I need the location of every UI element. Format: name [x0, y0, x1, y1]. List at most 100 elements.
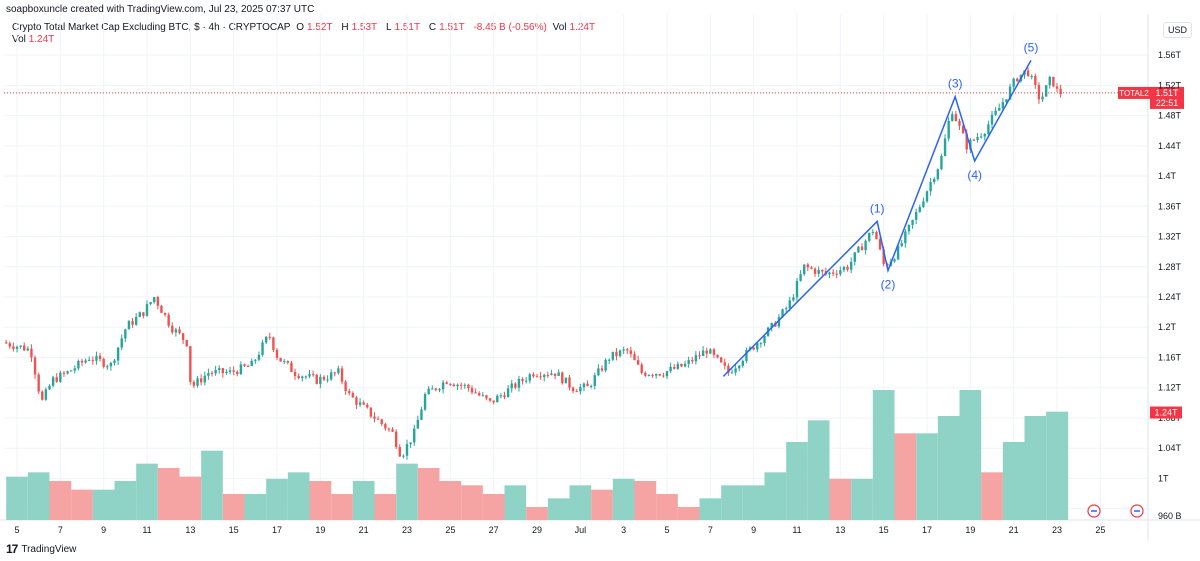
candle-body [911, 219, 914, 225]
volume-bar [331, 494, 353, 520]
candle-body [568, 377, 571, 388]
candle-body [1026, 70, 1030, 77]
candle-body [355, 397, 358, 405]
candle-body [134, 316, 138, 325]
candle-body [26, 348, 30, 351]
x-axis-tick-label: 29 [532, 525, 542, 535]
volume-bar [439, 481, 462, 520]
candle-body [264, 336, 268, 343]
candle-body [763, 336, 766, 344]
tradingview-footer[interactable]: 17 TradingView [6, 542, 76, 556]
candle-body [543, 374, 546, 378]
candle-body [301, 376, 304, 379]
y-axis-tick-label: 1.52T [1158, 80, 1182, 90]
candle-body [788, 300, 791, 309]
candle-body [344, 381, 347, 392]
volume-bar [352, 481, 375, 520]
last-price-value: 1.51T [1155, 88, 1179, 98]
candle-body [651, 374, 654, 376]
x-axis-tick-label: Jul [575, 525, 587, 535]
candle-body [618, 350, 622, 357]
candle-body [976, 137, 979, 140]
volume-bar [959, 390, 982, 520]
x-axis-tick-label: 9 [751, 525, 756, 535]
candle-body [611, 351, 615, 360]
symbol-title[interactable]: Crypto Total Market Cap Excluding BTC, $… [12, 22, 291, 33]
candle-body [958, 121, 961, 126]
volume-bar [937, 416, 960, 520]
candle-body [582, 383, 586, 388]
volume-bar [677, 507, 700, 520]
wave-label: (5) [1024, 40, 1039, 54]
candle-body [756, 343, 759, 350]
candle-body [893, 259, 896, 262]
candle-body [12, 346, 15, 349]
candle-body [463, 384, 466, 386]
candle-body [261, 342, 264, 355]
y-axis-tick-label: 1T [1158, 473, 1169, 483]
elliott-wave-line [722, 60, 1032, 377]
candle-body [203, 375, 206, 383]
candle-body [633, 354, 636, 361]
candle-body [98, 355, 102, 360]
candle-body [55, 377, 58, 382]
candle-body [813, 268, 817, 274]
candle-body [1041, 96, 1044, 100]
volume-price-label: 1.24T [1154, 408, 1178, 418]
candle-body [503, 395, 506, 398]
y-axis-tick-label: 1.16T [1158, 352, 1182, 362]
candle-body [979, 136, 983, 138]
candle-body [30, 348, 33, 358]
candle-body [488, 398, 492, 401]
candle-body [174, 329, 178, 333]
candle-body [348, 391, 351, 394]
candle-body [189, 346, 192, 382]
candle-body [434, 388, 438, 391]
candle-body [752, 347, 755, 350]
candle-body [784, 308, 788, 310]
x-axis-tick-label: 23 [1052, 525, 1062, 535]
candle-body [329, 372, 333, 380]
candle-body [351, 393, 355, 398]
candle-body [66, 371, 69, 374]
candle-body [322, 376, 326, 380]
candle-body [116, 347, 120, 361]
candle-body [192, 381, 196, 386]
candle-body [846, 266, 849, 270]
candle-body [394, 431, 398, 448]
candle-body [254, 359, 257, 361]
candle-body [990, 114, 994, 125]
volume-bar [27, 472, 50, 520]
candle-body [297, 375, 300, 379]
candle-body [398, 447, 401, 457]
candle-body [452, 384, 456, 387]
volume-bar [634, 481, 657, 520]
candle-body [575, 391, 578, 393]
candle-body [109, 362, 113, 367]
candle-body [680, 363, 683, 367]
candle-body [701, 350, 705, 356]
candle-body [658, 374, 661, 376]
y-axis-tick-label: 1.12T [1158, 383, 1182, 393]
volume-bar [374, 494, 397, 520]
candle-body [445, 382, 448, 384]
candle-body [218, 368, 221, 370]
x-axis-tick-label: 11 [142, 525, 151, 535]
currency-button[interactable]: USD [1162, 22, 1192, 38]
x-axis-tick-label: 13 [835, 525, 845, 535]
candle-body [817, 269, 820, 274]
candle-body [629, 350, 633, 355]
candle-body [286, 360, 290, 363]
candle-body [998, 107, 1001, 111]
candle-body [730, 372, 734, 374]
candle-body [1037, 85, 1041, 100]
volume-bar [721, 485, 743, 520]
candle-body [376, 418, 380, 420]
candle-body [636, 360, 640, 365]
candle-body [243, 364, 246, 366]
x-axis-tick-label: 15 [229, 525, 239, 535]
candle-body [810, 267, 813, 269]
volume-bar [872, 390, 895, 520]
y-axis-tick-label: 960 B [1158, 511, 1182, 521]
